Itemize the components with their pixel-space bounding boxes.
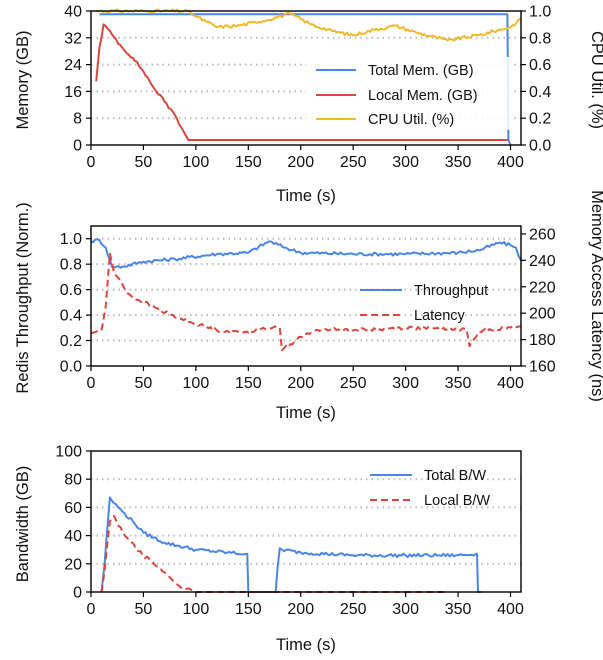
- y-tick-label: 24: [64, 57, 82, 74]
- panel-bandwidth: 0 50 100 150 200 250 300 350 400 0 20 40 60 80 100 Ti…: [14, 444, 524, 655]
- x-tick-label: 100: [183, 154, 210, 171]
- y-tick-label: 1.0: [60, 231, 82, 248]
- panel-throughput-latency: 0 50 100 150 200 250 300 350 400 0.0 0.2 0.4 0.6 0.8…: [14, 190, 603, 422]
- x-ticks: 0 50 100 150 200 250 300 350 400: [87, 366, 524, 392]
- y2-tick-label: 0.8: [529, 30, 551, 47]
- x-tick-label: 50: [135, 154, 153, 171]
- x-tick-label: 0: [87, 375, 96, 392]
- x-tick-label: 200: [287, 601, 314, 618]
- legend-label-latency: Latency: [414, 308, 466, 324]
- plot-frame: [90, 10, 522, 146]
- y-ticks: 0 20 40 60 80 100: [55, 444, 91, 602]
- x-axis-label: Time (s): [276, 404, 336, 422]
- y2-tick-label: 160: [529, 359, 556, 376]
- grid: [91, 237, 521, 342]
- x-tick-label: 300: [392, 375, 419, 392]
- y-axis-label: Bandwidth (GB): [14, 466, 32, 582]
- x-tick-label: 100: [183, 601, 210, 618]
- x-tick-label: 350: [445, 154, 472, 171]
- y-tick-label: 100: [55, 444, 82, 461]
- series-line-total-mem-gb: [99, 13, 512, 146]
- x-tick-label: 0: [87, 154, 96, 171]
- y2-tick-label: 0.0: [529, 138, 551, 155]
- x-tick-label: 400: [497, 601, 524, 618]
- legend-label-total-bw: Total B/W: [424, 468, 486, 484]
- y-axis-label: Redis Throughput (Norm.): [14, 202, 32, 393]
- series-group: [90, 238, 522, 352]
- y2-tick-label: 1.0: [529, 4, 551, 21]
- x-tick-label: 200: [287, 154, 314, 171]
- y2-tick-label: 0.4: [529, 84, 551, 101]
- y-tick-label: 32: [64, 30, 82, 47]
- x-tick-label: 150: [235, 154, 262, 171]
- y-tick-label: 60: [64, 500, 82, 517]
- y-tick-label: 0: [73, 585, 82, 602]
- y-tick-label: 40: [64, 528, 82, 545]
- y2-ticks: 160 180 200 220 240 260: [521, 226, 556, 376]
- legend-label-total-mem: Total Mem. (GB): [368, 63, 474, 79]
- legend-label-local-mem: Local Mem. (GB): [368, 88, 478, 104]
- legend-label-local-bw: Local B/W: [424, 493, 490, 509]
- x-tick-label: 150: [235, 601, 262, 618]
- y-tick-label: 0.6: [60, 282, 82, 299]
- y-tick-label: 0.0: [60, 359, 82, 376]
- x-tick-label: 350: [445, 375, 472, 392]
- y-tick-label: 80: [64, 472, 82, 489]
- x-tick-label: 150: [235, 375, 262, 392]
- x-tick-label: 250: [340, 375, 367, 392]
- plot-frame: [90, 450, 522, 593]
- legend-label-cpu-util: CPU Util. (%): [368, 112, 454, 128]
- y2-tick-label: 0.2: [529, 111, 551, 128]
- x-tick-label: 250: [340, 154, 367, 171]
- y2-axis-label: CPU Util. (%): [588, 31, 603, 129]
- x-tick-label: 350: [445, 601, 472, 618]
- y-tick-label: 40: [64, 4, 82, 21]
- y2-ticks: 0.0 0.2 0.4 0.6 0.8 1.0: [521, 4, 551, 155]
- x-axis-label: Time (s): [276, 187, 336, 205]
- y-tick-label: 20: [64, 556, 82, 573]
- series-line-total-b-w: [100, 496, 482, 593]
- x-ticks: 0 50 100 150 200 250 300 350 400: [87, 145, 524, 171]
- y2-tick-label: 240: [529, 253, 556, 270]
- y-tick-label: 8: [73, 111, 82, 128]
- series-group: [100, 496, 482, 593]
- x-tick-label: 400: [497, 375, 524, 392]
- legend-label-throughput: Throughput: [414, 283, 488, 299]
- x-tick-label: 300: [392, 154, 419, 171]
- grid: [91, 478, 521, 565]
- legend: Throughput Latency: [360, 283, 488, 324]
- series-line-local-mem-gb: [95, 23, 509, 141]
- y-ticks: 0.0 0.2 0.4 0.6 0.8 1.0: [60, 231, 91, 376]
- y-tick-label: 0.2: [60, 333, 82, 350]
- x-tick-label: 200: [287, 375, 314, 392]
- x-tick-label: 0: [87, 601, 96, 618]
- y2-tick-label: 260: [529, 226, 556, 243]
- x-tick-label: 100: [183, 375, 210, 392]
- y2-tick-label: 0.6: [529, 57, 551, 74]
- x-tick-label: 250: [340, 601, 367, 618]
- legend: Total Mem. (GB) Local Mem. (GB) CPU Util…: [306, 57, 512, 130]
- x-tick-label: 50: [135, 375, 153, 392]
- y2-tick-label: 180: [529, 332, 556, 349]
- x-tick-label: 300: [392, 601, 419, 618]
- y-ticks: 0 8 16 24 32 40: [64, 4, 91, 155]
- x-ticks: 0 50 100 150 200 250 300 350 400: [87, 592, 524, 618]
- y2-tick-label: 220: [529, 279, 556, 296]
- plot-frame: [90, 225, 522, 367]
- x-tick-label: 50: [135, 601, 153, 618]
- y2-axis-label: Memory Access Latency (ns): [588, 190, 603, 402]
- y-tick-label: 0.4: [60, 308, 82, 325]
- y-tick-label: 0: [73, 138, 82, 155]
- y2-tick-label: 200: [529, 306, 556, 323]
- x-tick-label: 400: [497, 154, 524, 171]
- y-tick-label: 0.8: [60, 257, 82, 274]
- y-axis-label: Memory (GB): [14, 31, 32, 130]
- legend: Total B/W Local B/W: [370, 468, 490, 509]
- series-line-throughput: [90, 238, 522, 269]
- x-axis-label: Time (s): [276, 636, 336, 654]
- y-tick-label: 16: [64, 84, 82, 101]
- series-line-latency: [90, 252, 522, 352]
